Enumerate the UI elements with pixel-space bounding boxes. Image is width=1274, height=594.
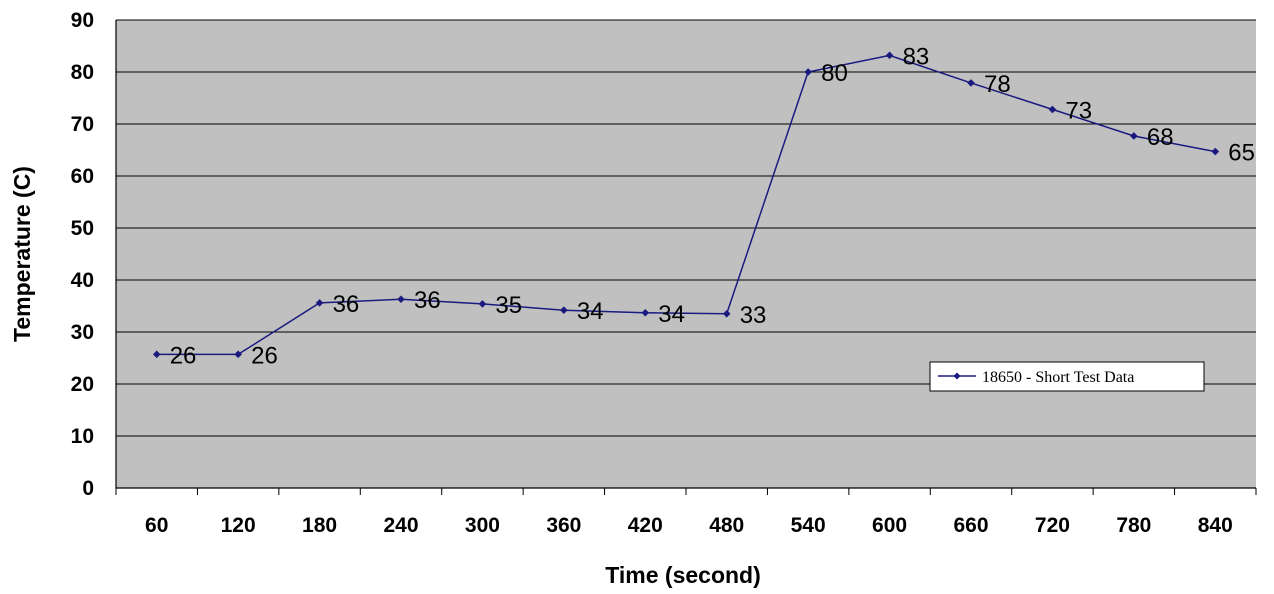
- y-axis-title: Temperature (C): [9, 166, 35, 342]
- x-tick-label: 540: [791, 514, 826, 537]
- data-label: 36: [333, 291, 360, 318]
- data-label: 80: [821, 60, 848, 87]
- data-point-marker: [1130, 132, 1138, 140]
- data-point-marker: [234, 350, 242, 359]
- series-line-path: [156, 54, 1216, 356]
- legend-marker-icon: [953, 372, 961, 380]
- x-tick-label: 600: [872, 514, 907, 537]
- legend-label: 18650 - Short Test Data: [982, 369, 1134, 386]
- data-label: 33: [740, 302, 767, 329]
- x-tick-label: 360: [546, 514, 581, 537]
- x-tick-label: 780: [1116, 514, 1151, 537]
- data-point-marker: [397, 295, 405, 304]
- data-point-marker: [967, 79, 975, 87]
- data-point-marker: [722, 310, 731, 318]
- x-tick-label: 660: [953, 514, 988, 537]
- y-tick-label: 80: [71, 61, 94, 84]
- data-label: 34: [658, 301, 685, 328]
- data-point-marker: [315, 299, 324, 307]
- data-label: 65: [1228, 140, 1255, 167]
- x-tick-label: 120: [221, 514, 256, 537]
- data-point-marker: [1048, 105, 1057, 114]
- y-tick-label: 10: [71, 425, 94, 448]
- data-point-marker: [1211, 147, 1220, 156]
- data-labels: 26 26 36 36 35 34 34 33 80 83 78 73 68 65: [170, 43, 1255, 369]
- x-tick-label: 240: [383, 514, 418, 537]
- x-tick-label: 180: [302, 514, 337, 537]
- gridlines: [116, 19, 1256, 437]
- axes: [115, 20, 1257, 495]
- data-label: 78: [984, 71, 1011, 98]
- x-tick-label: 480: [709, 514, 744, 537]
- x-tick-label: 840: [1198, 514, 1233, 537]
- y-tick-label: 90: [71, 9, 94, 32]
- y-tick-label: 40: [71, 269, 94, 292]
- data-label: 26: [251, 342, 278, 369]
- data-point-marker: [478, 300, 487, 308]
- data-point-marker: [560, 306, 568, 314]
- x-tick-labels: 60 120 180 240 300 360 420 480 540 600 660 720 780 84…: [145, 514, 1233, 537]
- data-point-marker: [804, 68, 812, 76]
- data-label: 73: [1065, 97, 1092, 124]
- data-point-marker: [152, 350, 161, 359]
- data-label: 68: [1147, 124, 1174, 151]
- y-tick-label: 20: [71, 373, 94, 396]
- data-label: 26: [170, 342, 197, 369]
- data-label: 83: [903, 43, 930, 70]
- y-tick-label: 0: [82, 477, 94, 500]
- x-tick-label: 60: [145, 514, 168, 537]
- data-label: 34: [577, 298, 604, 325]
- x-axis-title: Time (second): [605, 562, 761, 588]
- data-label: 35: [495, 292, 522, 319]
- x-tick-label: 720: [1035, 514, 1070, 537]
- series-line: [152, 51, 1220, 359]
- plot-area: [116, 20, 1256, 488]
- y-tick-label: 30: [71, 321, 94, 344]
- y-tick-label: 70: [71, 113, 94, 136]
- data-label: 36: [414, 287, 441, 314]
- data-point-marker: [885, 51, 894, 60]
- x-tick-label: 300: [465, 514, 500, 537]
- y-tick-labels: 0 10 20 30 40 50 60 70 80 90: [71, 9, 94, 500]
- x-tick-label: 420: [628, 514, 663, 537]
- data-point-marker: [641, 308, 650, 317]
- legend: 18650 - Short Test Data: [929, 361, 1205, 392]
- y-tick-label: 50: [71, 217, 94, 240]
- y-tick-label: 60: [71, 165, 94, 188]
